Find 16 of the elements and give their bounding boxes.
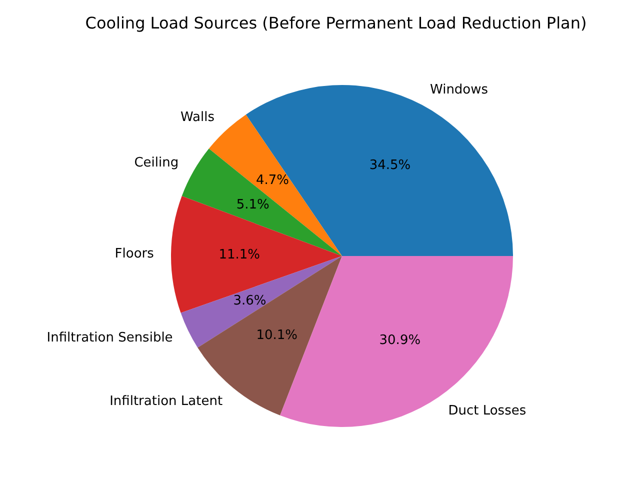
data-label: 4.7% [256, 173, 289, 188]
slice-label: Floors [114, 246, 154, 262]
slice-label: Duct Losses [448, 404, 526, 419]
slice-label: Ceiling [134, 155, 179, 170]
slice-label: Infiltration Sensible [46, 330, 173, 346]
slice-label: Infiltration Latent [110, 394, 223, 409]
pie-slice [171, 196, 342, 313]
data-label: 5.1% [236, 198, 270, 213]
data-label: 11.1% [218, 248, 260, 263]
data-label: 30.9% [379, 333, 421, 348]
data-label: 34.5% [369, 158, 411, 173]
chart-title: Cooling Load Sources (Before Permanent Load Reduction Plan) [85, 14, 587, 32]
data-label: 3.6% [233, 293, 266, 308]
slice-label: Windows [430, 82, 488, 98]
data-label: 10.1% [256, 328, 298, 343]
slice-label: Walls [180, 110, 215, 126]
